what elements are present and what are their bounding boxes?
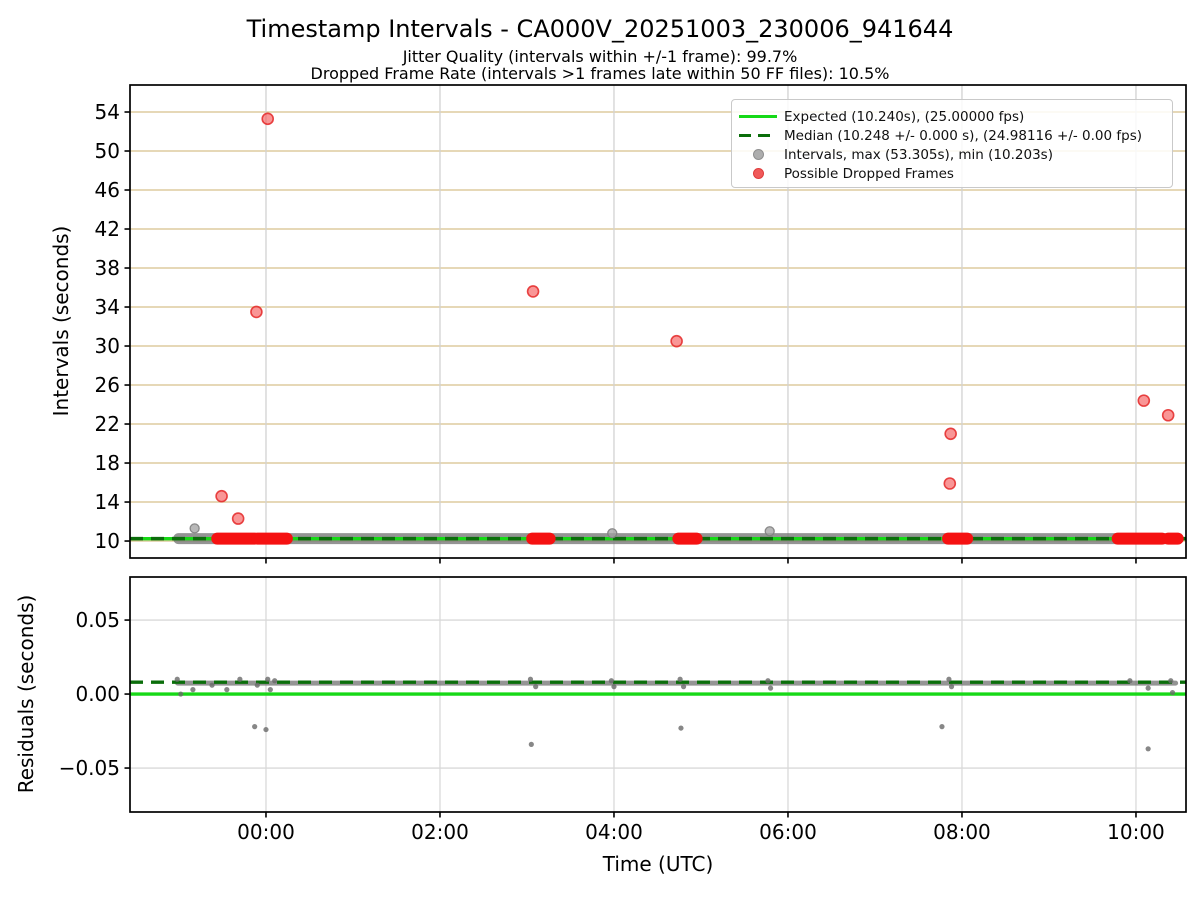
legend-label: Intervals, max (53.305s), min (10.203s) <box>784 146 1053 163</box>
residual-point <box>948 684 955 690</box>
residuals-y-axis-label: Residuals (seconds) <box>14 595 38 794</box>
interval-dot-icon <box>739 149 777 160</box>
x-tick-label: 08:00 <box>933 820 991 844</box>
dropped-frame-cluster <box>942 532 974 545</box>
residual-point <box>267 687 273 693</box>
dropped-frame-point <box>670 334 683 348</box>
residual-point <box>1127 678 1133 684</box>
intervals-panel: 10 14 18 22 26 30 34 38 42 46 50 54 <box>95 84 1187 564</box>
dropped-frame-point <box>215 489 228 503</box>
residual-point <box>611 684 617 690</box>
residual-point <box>1169 689 1176 696</box>
y-tick-label: 0.05 <box>75 608 120 632</box>
x-axis-label: Time (UTC) <box>602 852 714 876</box>
intervals-y-axis-label: Intervals (seconds) <box>49 226 73 417</box>
x-tick-label: 00:00 <box>237 820 295 844</box>
residual-point <box>680 684 687 690</box>
interval-point <box>607 528 618 539</box>
dropped-frame-cluster <box>1111 532 1169 545</box>
residual-point <box>174 676 180 682</box>
residual-point <box>272 678 278 684</box>
residual-point <box>237 676 243 682</box>
residual-point <box>939 724 945 730</box>
residual-point <box>608 678 614 684</box>
dropped-frame-point <box>1137 394 1151 407</box>
y-tick-label: 50 <box>95 139 120 163</box>
dropped-frame-point <box>1161 408 1175 422</box>
residual-point <box>263 726 269 733</box>
residual-point <box>254 682 260 688</box>
legend-item-dropped: Possible Dropped Frames <box>739 164 1172 183</box>
dropped-frame-point <box>261 112 275 126</box>
y-tick-label: 34 <box>95 295 120 319</box>
residual-point <box>678 725 684 731</box>
dropped-frame-cluster <box>211 532 261 545</box>
y-tick-label: 10 <box>95 529 120 553</box>
dropped-frame-cluster <box>251 532 293 545</box>
chart-subtitle-dropped: Dropped Frame Rate (intervals >1 frames … <box>310 64 890 83</box>
legend-label: Expected (10.240s), (25.00000 fps) <box>784 108 1025 125</box>
legend-item-intervals: Intervals, max (53.305s), min (10.203s) <box>739 145 1172 164</box>
y-tick-label: 38 <box>95 256 120 280</box>
residual-point <box>1168 678 1174 684</box>
x-tick-label: 06:00 <box>759 820 817 844</box>
chart-subtitle-jitter: Jitter Quality (intervals within +/-1 fr… <box>402 47 798 66</box>
residual-point <box>1145 685 1151 691</box>
interval-point <box>189 523 200 534</box>
residual-point <box>252 724 258 730</box>
residual-point <box>209 682 215 688</box>
y-tick-label: 46 <box>95 178 120 202</box>
dropped-frame-point <box>944 427 957 441</box>
residual-point <box>265 676 271 682</box>
dropped-frame-point <box>250 305 263 319</box>
dropped-frame-dot-icon <box>739 168 777 179</box>
y-tick-label: 42 <box>95 217 120 241</box>
residual-point <box>190 687 196 693</box>
x-tick-label: 02:00 <box>411 820 469 844</box>
legend-label: Median (10.248 +/- 0.000 s), (24.98116 +… <box>784 127 1143 144</box>
chart-title: Timestamp Intervals - CA000V_20251003_23… <box>246 15 954 43</box>
legend-label: Possible Dropped Frames <box>784 165 954 182</box>
median-dashed-line-icon <box>739 133 777 138</box>
legend-item-median: Median (10.248 +/- 0.000 s), (24.98116 +… <box>739 126 1172 145</box>
dropped-frame-cluster <box>1162 532 1184 545</box>
y-tick-label: 0.00 <box>75 682 120 706</box>
x-tick-label: 04:00 <box>585 820 643 844</box>
dropped-frame-cluster <box>672 532 703 545</box>
legend-item-expected: Expected (10.240s), (25.00000 fps) <box>739 107 1172 126</box>
axis-spine <box>129 84 1187 559</box>
residual-point <box>533 684 539 690</box>
residuals-panel: 0.05 0.00 −0.05 00:00 02:00 04:00 06:00 08:00 10… <box>59 576 1187 844</box>
dropped-frame-point <box>526 285 540 298</box>
residual-point <box>528 741 534 747</box>
dropped-frame-cluster <box>526 532 556 545</box>
residual-point <box>1145 746 1151 752</box>
residual-point <box>946 676 952 682</box>
dropped-frame-point <box>943 477 957 490</box>
residual-point <box>677 676 683 682</box>
residual-point <box>767 685 774 691</box>
residual-point <box>178 691 184 697</box>
interval-point <box>764 526 775 537</box>
y-tick-label: 22 <box>95 412 120 436</box>
y-tick-label: 30 <box>95 334 120 358</box>
legend: Expected (10.240s), (25.00000 fps) Media… <box>731 99 1173 188</box>
residual-point <box>527 676 534 682</box>
expected-line-icon <box>739 114 777 119</box>
y-tick-label: 54 <box>95 100 120 124</box>
y-tick-label: 18 <box>95 451 120 475</box>
residual-point <box>765 678 771 684</box>
y-tick-label: 14 <box>95 490 120 514</box>
x-tick-label: 10:00 <box>1107 820 1165 844</box>
y-tick-label: −0.05 <box>59 756 120 780</box>
dropped-frame-point <box>231 512 245 525</box>
y-tick-label: 26 <box>95 373 120 397</box>
residual-point <box>224 687 230 693</box>
